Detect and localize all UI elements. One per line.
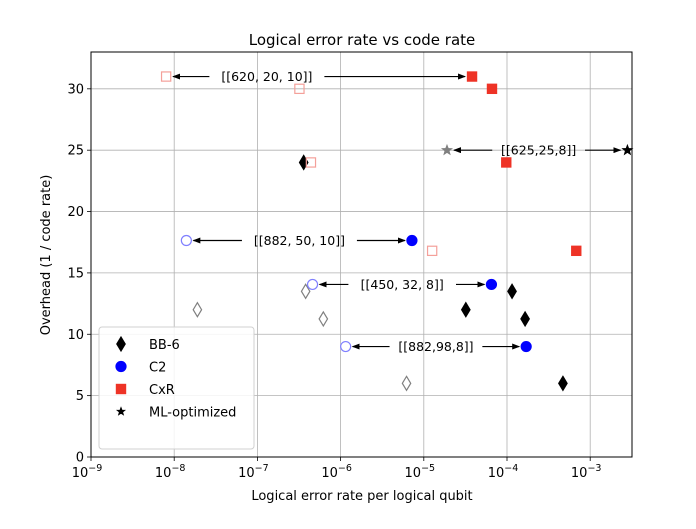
annotation-label: [[882,98,8]] — [398, 339, 473, 354]
data-point-open — [300, 283, 311, 300]
legend-marker-diamond — [116, 335, 126, 353]
legend-marker-square — [115, 383, 127, 395]
series-cxr — [160, 71, 582, 257]
legend-box — [98, 326, 255, 450]
data-point — [486, 83, 498, 95]
annotation-label: [[450, 32, 8]] — [361, 277, 444, 292]
legend-label: CxR — [149, 383, 175, 398]
data-point — [406, 234, 418, 247]
grid — [90, 52, 632, 458]
y-tick-label: 10 — [67, 328, 84, 343]
data-marks — [160, 71, 634, 392]
annotation-label: [[620, 20, 10]] — [221, 69, 312, 84]
legend-item: ML-optimized — [115, 406, 236, 421]
data-point-open — [294, 83, 305, 95]
data-point — [571, 245, 582, 257]
annotation-label: [[882, 50, 10]] — [254, 233, 345, 248]
data-point-open — [180, 234, 192, 247]
y-axis-title: Overhead (1 / code rate) — [39, 175, 54, 336]
legend-item: BB-6 — [116, 335, 180, 353]
data-point — [501, 157, 512, 168]
data-point-open — [340, 340, 352, 353]
legend-item: C2 — [115, 360, 166, 376]
x-tick-label: 10−5 — [405, 463, 436, 481]
x-tick-label: 10−6 — [321, 463, 352, 481]
series-ml — [440, 143, 634, 156]
x-tick-label: 10−3 — [571, 463, 602, 481]
x-tick-label: 10−9 — [72, 463, 103, 481]
data-point-open — [306, 278, 319, 291]
data-point-open — [305, 157, 317, 168]
legend-item: CxR — [115, 383, 175, 398]
legend-marker-star — [115, 406, 127, 416]
y-tick-label: 0 — [76, 451, 84, 466]
x-axis: 10−9 10−8 10−7 10−6 10−5 10−4 10−3 — [72, 457, 602, 481]
legend-label: ML-optimized — [149, 406, 236, 421]
data-point-open — [426, 245, 438, 257]
legend: BB-6 C2 CxR ML-optimized — [98, 326, 255, 450]
data-point — [507, 283, 517, 300]
legend-label: BB-6 — [149, 338, 180, 353]
series-c2 — [180, 234, 532, 353]
annotations: [[620, 20, 10]] [[625,25,8]] [[882, 50, 10… — [172, 69, 622, 354]
plot-frame — [90, 51, 633, 458]
y-tick-label: 25 — [67, 144, 84, 159]
x-axis-title: Logical error rate per logical qubit — [251, 489, 472, 504]
data-point — [460, 301, 471, 318]
chart-title: Logical error rate vs code rate — [249, 31, 476, 49]
y-tick-label: 5 — [76, 389, 84, 404]
data-point — [520, 340, 532, 353]
x-tick-label: 10−4 — [488, 463, 519, 481]
data-point — [485, 278, 498, 291]
data-point — [466, 71, 478, 82]
y-axis: 0 5 10 15 20 25 30 — [67, 82, 91, 466]
data-point — [621, 143, 634, 156]
y-tick-label: 20 — [67, 205, 84, 220]
annotation-label: [[625,25,8]] — [501, 143, 576, 158]
data-point — [558, 375, 568, 392]
data-point-open — [160, 71, 172, 82]
x-tick-label: 10−7 — [238, 463, 269, 481]
y-tick-label: 15 — [67, 266, 84, 281]
data-point — [520, 310, 530, 328]
data-point-open — [440, 143, 454, 156]
legend-label: C2 — [149, 361, 166, 376]
legend-marker-circle — [115, 360, 127, 373]
y-tick-label: 30 — [67, 82, 84, 97]
data-point-open — [192, 301, 203, 318]
x-tick-label: 10−8 — [155, 463, 186, 481]
data-point-open — [318, 310, 329, 328]
data-point-open — [401, 375, 412, 392]
